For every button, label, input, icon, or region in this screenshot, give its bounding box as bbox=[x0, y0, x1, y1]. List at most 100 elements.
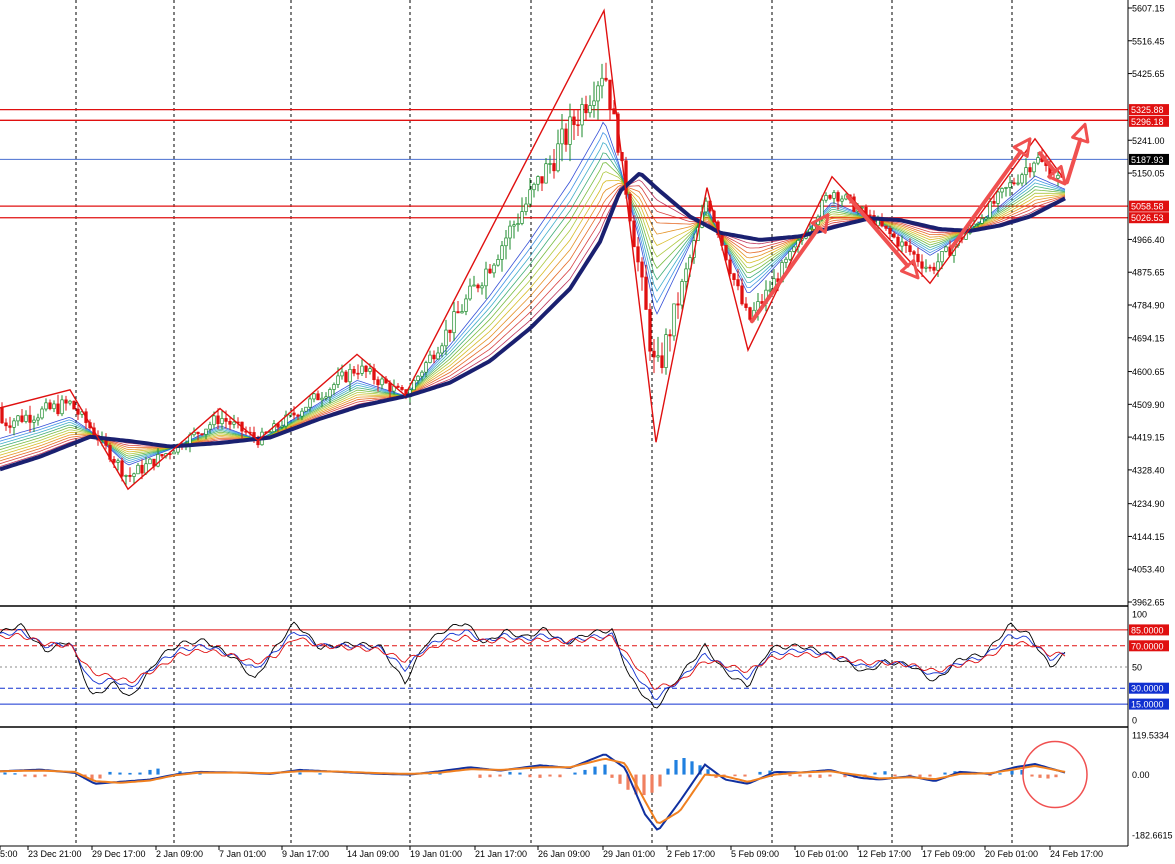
candle-body bbox=[612, 108, 616, 115]
oscillator-tick-label: 100 bbox=[1132, 610, 1147, 620]
price-tick-label: 4053.40 bbox=[1132, 565, 1165, 575]
candle-body bbox=[904, 241, 908, 246]
macd-histogram-bar bbox=[998, 773, 1002, 775]
candle-body bbox=[432, 354, 436, 360]
macd-histogram-bar bbox=[928, 774, 932, 777]
macd-histogram-bar bbox=[498, 774, 502, 777]
candle-body bbox=[344, 371, 348, 383]
x-tick-label: 21 Jan 17:00 bbox=[475, 849, 527, 859]
candle-body bbox=[1012, 182, 1016, 185]
candle-body bbox=[388, 382, 392, 392]
macd-histogram-bar bbox=[1038, 774, 1042, 778]
oscillator-series-1 bbox=[0, 628, 1066, 701]
macd-histogram-bar bbox=[798, 774, 802, 777]
candle-body bbox=[208, 424, 212, 430]
candle-body bbox=[552, 163, 556, 172]
candle-body bbox=[1056, 174, 1060, 179]
candle-body bbox=[824, 195, 828, 201]
macd-histogram-bar bbox=[733, 774, 737, 777]
candle-body bbox=[896, 236, 900, 247]
macd-histogram-bar bbox=[98, 774, 102, 779]
candle-body bbox=[476, 284, 480, 289]
candle-body bbox=[1024, 167, 1028, 176]
arrow-shaft bbox=[1038, 151, 1057, 174]
candle-body bbox=[632, 220, 636, 248]
candle-body bbox=[472, 284, 476, 287]
price-panel bbox=[0, 8, 1128, 491]
price-tick-label: 5516.45 bbox=[1132, 36, 1165, 46]
candle-body bbox=[296, 414, 300, 417]
arrow-head bbox=[1012, 137, 1032, 158]
x-tick-label: 29 Dec 17:00 bbox=[92, 849, 146, 859]
trend-arrow-1 bbox=[846, 194, 920, 280]
macd-histogram-bar bbox=[1030, 774, 1034, 777]
macd-histogram-bar bbox=[518, 772, 522, 775]
candle-body bbox=[992, 201, 996, 204]
candle-body bbox=[916, 253, 920, 263]
candle-body bbox=[72, 400, 76, 410]
candle-body bbox=[460, 311, 464, 314]
candle-body bbox=[448, 329, 452, 334]
macd-histogram-bar bbox=[818, 774, 822, 778]
macd-histogram-bar bbox=[13, 773, 17, 775]
candle-body bbox=[440, 345, 444, 354]
candle-body bbox=[1008, 182, 1012, 188]
macd-histogram-bar bbox=[1020, 769, 1024, 775]
candle-body bbox=[560, 128, 564, 145]
candle-body bbox=[828, 195, 832, 199]
macd-histogram-bar bbox=[1054, 774, 1058, 778]
arrow-head bbox=[810, 213, 830, 234]
macd-histogram-bar bbox=[618, 774, 622, 784]
candle-body bbox=[368, 368, 372, 372]
candle-body bbox=[636, 246, 640, 263]
x-tick-label: 23 Dec 21:00 bbox=[28, 849, 82, 859]
oscillator-panel bbox=[0, 621, 1128, 709]
x-tick-label: 10 Feb 01:00 bbox=[795, 849, 848, 859]
macd-histogram-bar bbox=[156, 768, 160, 775]
candle-body bbox=[508, 225, 512, 239]
candle-body bbox=[136, 464, 140, 475]
price-label-box bbox=[1129, 153, 1169, 165]
oscillator-level-label-85.0000: 85.0000 bbox=[1131, 625, 1164, 635]
candles bbox=[0, 62, 1064, 486]
candle-body bbox=[496, 259, 500, 266]
candle-body bbox=[944, 246, 948, 252]
macd-histogram-bar bbox=[23, 774, 27, 777]
x-tick-label: 17 Feb 09:00 bbox=[922, 849, 975, 859]
candle-body bbox=[556, 143, 560, 172]
candle-body bbox=[536, 176, 540, 185]
arrow-shaft bbox=[846, 194, 910, 268]
candle-body bbox=[468, 285, 472, 300]
candle-body bbox=[160, 454, 164, 457]
candle-body bbox=[988, 201, 992, 218]
price-label-5325.88: 5325.88 bbox=[1131, 105, 1164, 115]
macd-histogram-bar bbox=[298, 772, 302, 775]
arrow-shaft bbox=[750, 225, 821, 324]
candle-body bbox=[364, 365, 368, 372]
price-label-box bbox=[1129, 115, 1169, 127]
candle-body bbox=[604, 77, 608, 81]
candle-body bbox=[112, 458, 116, 463]
macd-histogram-bar bbox=[148, 769, 152, 775]
candle-body bbox=[892, 233, 896, 238]
macd-histogram-bar bbox=[573, 772, 577, 775]
candle-body bbox=[584, 104, 588, 114]
candle-body bbox=[300, 410, 304, 417]
candle-body bbox=[284, 414, 288, 427]
x-tick-label: 26 Jan 09:00 bbox=[538, 849, 590, 859]
arrow-shaft bbox=[1065, 137, 1083, 185]
price-tick-label: 5607.15 bbox=[1132, 4, 1165, 14]
candle-body bbox=[24, 414, 28, 422]
macd-histogram-bar bbox=[318, 773, 322, 775]
candle-body bbox=[352, 368, 356, 374]
candle-body bbox=[308, 398, 312, 408]
candle-body bbox=[1028, 167, 1032, 173]
price-label-5058.58: 5058.58 bbox=[1131, 202, 1164, 212]
candle-body bbox=[232, 421, 236, 425]
candle-body bbox=[504, 237, 508, 247]
oscillator-level-box bbox=[1129, 698, 1169, 710]
grid-lines bbox=[75, 0, 1013, 846]
candle-body bbox=[548, 163, 552, 165]
macd-histogram-bar bbox=[674, 759, 678, 775]
